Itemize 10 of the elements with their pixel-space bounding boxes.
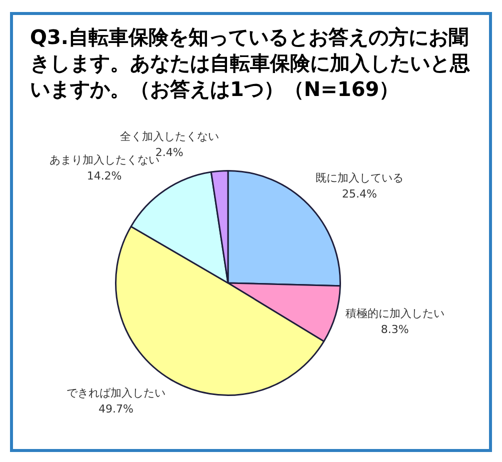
chart-title: Q3.自転車保険を知っているとお答えの方にお聞きします。あなたは自転車保険に加入したいと思いますか。（お答えは1つ）（N=169）	[30, 24, 470, 102]
data-label: 2.4%	[155, 146, 184, 159]
data-label: 8.3%	[380, 322, 409, 336]
slice-label: 既に加入している	[316, 171, 404, 184]
slice-label: 全く加入したくない	[120, 130, 219, 143]
data-label: 49.7%	[98, 402, 134, 416]
data-label: 14.2%	[86, 170, 122, 183]
slice-label: 積極的に加入したい	[345, 306, 444, 320]
data-label: 25.4%	[342, 187, 377, 200]
slice-label: できれば加入したい	[66, 386, 166, 400]
